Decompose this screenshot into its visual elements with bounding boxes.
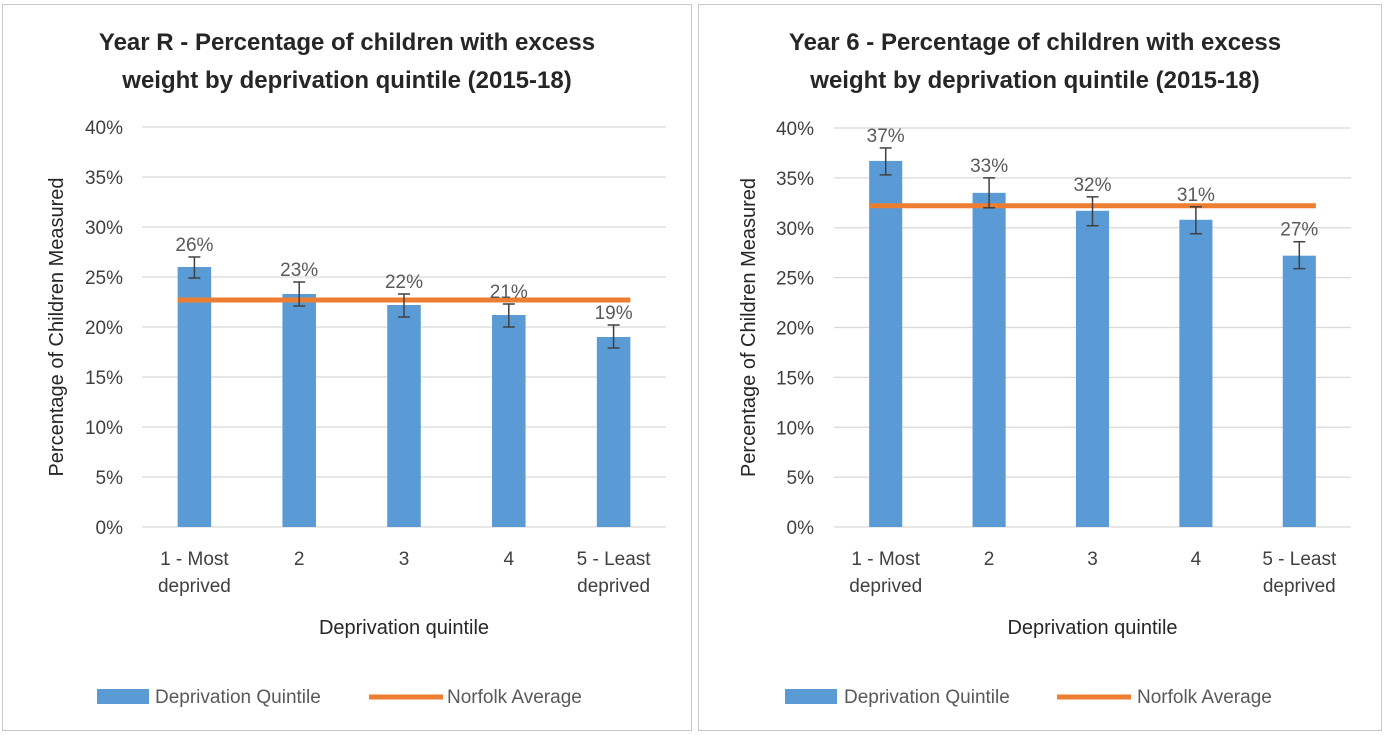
y-tick-label: 15%: [776, 368, 814, 389]
y-axis-title: Percentage of Children Measured: [738, 178, 760, 477]
bar: [1179, 219, 1213, 527]
data-label: 31%: [1177, 185, 1215, 206]
chart-title-line: Year 6 - Percentage of children with exc…: [789, 29, 1281, 56]
y-tick-label: 35%: [776, 169, 814, 190]
y-tick-label: 15%: [85, 368, 123, 389]
y-tick-label: 35%: [85, 168, 123, 189]
bar: [492, 315, 526, 527]
legend-label-line: Norfolk Average: [447, 687, 582, 708]
y-tick-label: 10%: [776, 418, 814, 439]
y-tick-label: 40%: [85, 118, 123, 139]
y-tick-label: 25%: [85, 268, 123, 289]
bar: [972, 192, 1006, 527]
data-label: 23%: [280, 260, 318, 281]
chart-title-line: Year R - Percentage of children with exc…: [99, 29, 595, 56]
data-label: 26%: [175, 235, 213, 256]
y-tick-label: 5%: [96, 468, 124, 489]
chart-year-r: Year R - Percentage of children with exc…: [46, 29, 666, 708]
x-category-label: deprived: [577, 576, 650, 597]
x-category-label: 1 - Most: [160, 549, 229, 570]
y-tick-label: 40%: [776, 119, 814, 140]
data-label: 32%: [1073, 175, 1111, 196]
bar: [282, 294, 316, 527]
bar: [1282, 255, 1316, 527]
data-label: 22%: [385, 272, 423, 293]
y-tick-label: 20%: [776, 319, 814, 340]
y-tick-label: 10%: [85, 418, 123, 439]
chart-title-line: weight by deprivation quintile (2015-18): [809, 67, 1259, 94]
x-category-label: deprived: [1263, 576, 1336, 597]
y-tick-label: 30%: [776, 219, 814, 240]
y-tick-label: 25%: [776, 269, 814, 290]
chart-title-line: weight by deprivation quintile (2015-18): [121, 67, 571, 94]
y-tick-label: 0%: [787, 518, 815, 539]
data-label: 19%: [595, 303, 633, 324]
y-tick-label: 5%: [787, 468, 815, 489]
x-category-label: 3: [1087, 549, 1098, 570]
data-label: 37%: [867, 126, 905, 147]
chart-panel-year-6: Year 6 - Percentage of children with exc…: [698, 4, 1382, 731]
legend-swatch-bar: [785, 689, 837, 704]
x-category-label: 4: [504, 549, 515, 570]
bar: [869, 160, 903, 528]
x-category-label: 5 - Least: [577, 549, 652, 570]
bar: [387, 305, 421, 527]
chart-panel-year-r: Year R - Percentage of children with exc…: [2, 4, 692, 731]
legend-swatch-bar: [97, 689, 149, 704]
data-label: 21%: [490, 282, 528, 303]
chart-year-6: Year 6 - Percentage of children with exc…: [738, 29, 1351, 708]
data-label: 33%: [970, 156, 1008, 177]
x-category-label: 2: [294, 549, 305, 570]
x-category-label: 5 - Least: [1262, 549, 1337, 570]
y-tick-label: 20%: [85, 318, 123, 339]
x-category-label: 3: [399, 549, 410, 570]
bar: [1075, 210, 1110, 528]
legend-label-line: Norfolk Average: [1137, 687, 1272, 708]
x-category-label: deprived: [849, 576, 922, 597]
x-axis-title: Deprivation quintile: [319, 617, 489, 639]
x-category-label: 4: [1191, 549, 1202, 570]
x-category-label: deprived: [158, 576, 231, 597]
x-axis-title: Deprivation quintile: [1007, 617, 1177, 639]
x-category-label: 2: [984, 549, 995, 570]
legend-label-bar: Deprivation Quintile: [155, 687, 321, 708]
legend-label-bar: Deprivation Quintile: [844, 687, 1010, 708]
y-tick-label: 0%: [96, 518, 124, 539]
y-tick-label: 30%: [85, 218, 123, 239]
y-axis-title: Percentage of Children Measured: [46, 177, 68, 476]
bar: [177, 267, 212, 527]
data-label: 27%: [1280, 220, 1318, 241]
x-category-label: 1 - Most: [851, 549, 920, 570]
bar: [596, 337, 631, 527]
